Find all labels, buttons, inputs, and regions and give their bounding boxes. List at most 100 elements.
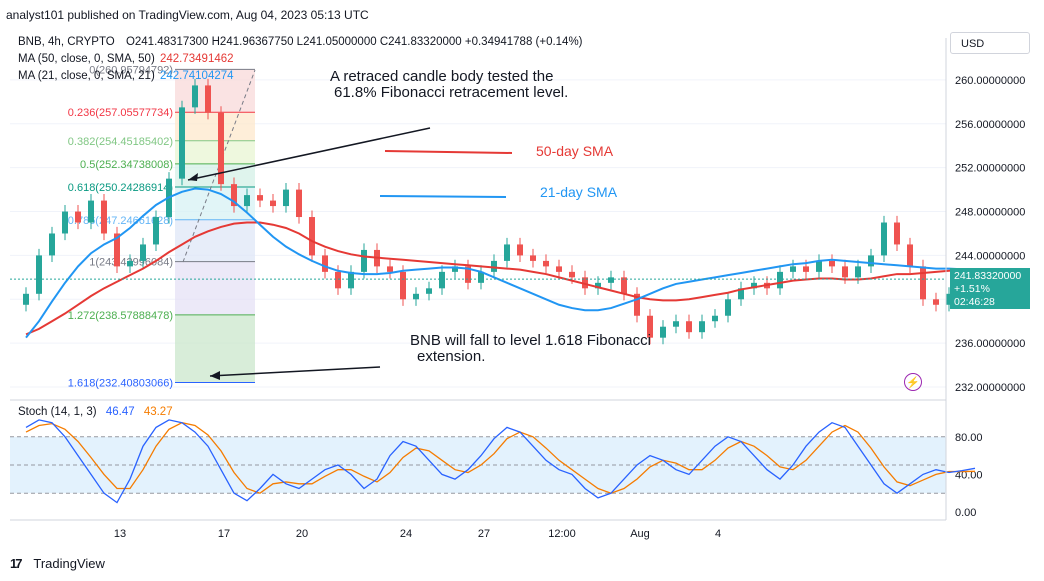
ma50-value: 242.73491462 (159, 53, 234, 65)
ma21-key-line (379, 195, 507, 198)
fib-level-label: 0.618(250.24286914) (68, 182, 173, 194)
moving-averages (10, 187, 976, 339)
candle-body (348, 271, 354, 289)
candle-body (569, 271, 575, 278)
bottom-note-line2: extension. (417, 348, 485, 365)
candle-body (400, 271, 406, 300)
price-tick-label: 236.00000000 (955, 338, 1025, 350)
candle-body (946, 293, 952, 305)
price-tick-label: 244.00000000 (955, 250, 1025, 262)
price-tick-label: 256.00000000 (955, 119, 1025, 131)
fibonacci-retracement[interactable]: 0(260.95794792) 0.236(257.05577734) 0.382(… (68, 64, 256, 390)
fib-trend-line (182, 69, 256, 263)
fib-level-label: 0.5(252.34738008) (80, 159, 173, 171)
lightning-icon[interactable]: ⚡ (904, 373, 922, 391)
stochastic-panel: 80.00 40.00 0.00 (10, 419, 983, 519)
fib-level-label: 0.382(254.45185402) (68, 136, 173, 148)
candle-body (868, 255, 874, 267)
candle-body (491, 260, 497, 272)
candle-body (595, 282, 601, 289)
candle-body (296, 189, 302, 218)
price-tick-label: 232.00000000 (955, 382, 1025, 394)
ma21-value: 242.74104274 (159, 70, 234, 82)
candle-body (361, 249, 367, 272)
ma21-line (25, 187, 975, 339)
candle-body (933, 299, 939, 305)
candle-body (881, 222, 887, 256)
last-price-change: +1.51% (954, 283, 990, 295)
last-price-label: 241.83320000 +1.51% 02:46:28 (950, 268, 1030, 309)
candle-body (556, 266, 562, 272)
candle-body (478, 271, 484, 283)
candle-body (439, 271, 445, 289)
candle-body (582, 277, 588, 289)
fib-level-label: 0.236(257.05577734) (68, 107, 173, 119)
fib-level-label: 1.618(232.40803066) (68, 378, 173, 390)
candle-body (387, 266, 393, 272)
candle-body (75, 211, 81, 223)
candle-body (738, 288, 744, 300)
candle-body (920, 266, 926, 300)
candle-body (322, 255, 328, 272)
candle-body (894, 222, 900, 245)
candle-body (205, 85, 211, 113)
candle-body (309, 217, 315, 256)
candle-body (699, 321, 705, 333)
candle-body (530, 255, 536, 261)
stoch-label: Stoch (14, 1, 3) (18, 406, 97, 418)
candle-body (647, 315, 653, 338)
time-tick-label: Aug (630, 528, 650, 540)
candle-body (712, 315, 718, 322)
symbol-legend: BNB, 4h, CRYPTO O241.48317300 H241.96367… (18, 36, 583, 48)
candle-body (634, 293, 640, 316)
time-tick-label: 13 (114, 528, 126, 540)
candle-body (816, 260, 822, 272)
candle-body (621, 277, 627, 294)
candle-body (140, 244, 146, 261)
candle-body (426, 288, 432, 294)
time-tick-label: 20 (296, 528, 308, 540)
candle-body (751, 282, 757, 289)
stoch-k-line (25, 419, 976, 504)
candle-body (257, 195, 263, 201)
tradingview-logo[interactable]: 17 TradingView (10, 556, 105, 571)
candle-body (790, 266, 796, 272)
candle-body (803, 266, 809, 272)
stoch-k-value: 46.47 (105, 406, 135, 418)
ma21-legend[interactable]: MA (21, close, 0, SMA, 21) 242.74104274 (18, 70, 234, 82)
candle-body (101, 200, 107, 234)
time-tick-label: 24 (400, 528, 412, 540)
publisher-line: analyst101 published on TradingView.com,… (6, 8, 369, 22)
bottom-arrow-head (210, 371, 220, 380)
fib-level-label: 0(260.95794792) (89, 64, 173, 76)
candle-body (192, 85, 198, 108)
fib-zone (175, 112, 255, 141)
candle-body (413, 293, 419, 300)
candle-body (842, 266, 848, 278)
candle-body (504, 244, 510, 261)
bottom-arrow (209, 366, 381, 377)
currency-button[interactable]: USD (950, 32, 1030, 54)
candle-body (465, 266, 471, 283)
candle-body (114, 233, 120, 267)
top-note-line1: A retraced candle body tested the (330, 68, 553, 85)
ma50-key-label: 50-day SMA (536, 143, 614, 159)
fib-zone (175, 69, 255, 113)
candle-body (777, 271, 783, 289)
time-tick-label: 27 (478, 528, 490, 540)
candle-body (23, 293, 29, 305)
candle-body (829, 260, 835, 267)
ma50-key-line (384, 150, 513, 154)
fib-zone (175, 261, 255, 315)
candle-body (88, 200, 94, 223)
top-arrow (187, 127, 431, 181)
candle-body (517, 244, 523, 256)
tradingview-wordmark: TradingView (33, 556, 105, 571)
stoch-tick-label: 0.00 (955, 507, 976, 519)
stoch-legend[interactable]: Stoch (14, 1, 3) 46.47 43.27 (18, 406, 173, 418)
ma50-legend[interactable]: MA (50, close, 0, SMA, 50) 242.73491462 (18, 53, 234, 65)
fib-level-label: 0.786(247.24661628) (68, 215, 173, 227)
top-arrow-head (188, 173, 198, 181)
